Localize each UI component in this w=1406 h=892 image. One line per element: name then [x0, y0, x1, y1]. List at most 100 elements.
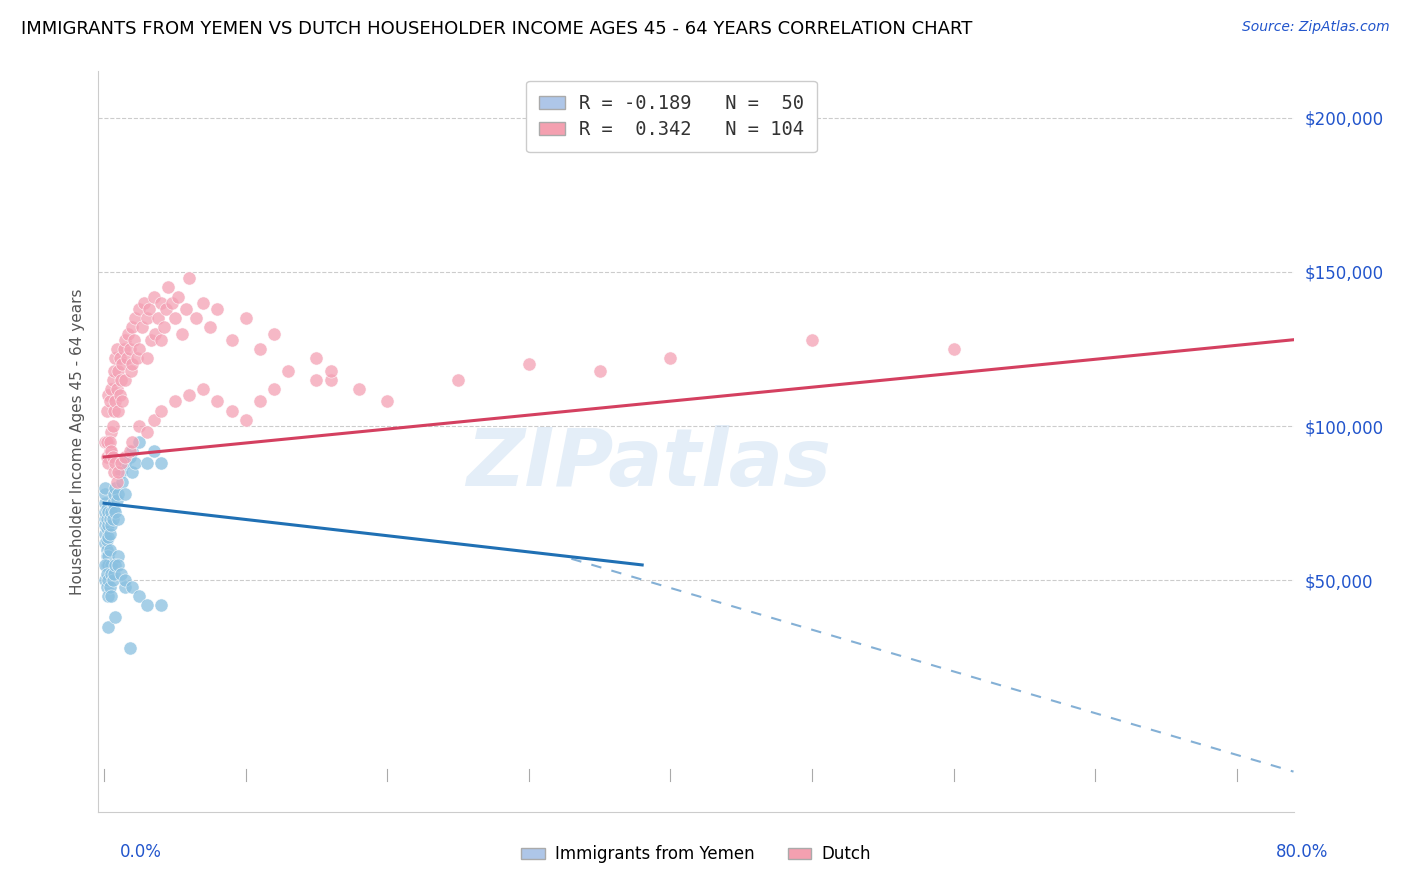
Point	[100, 382, 122, 396]
Point	[277, 363, 299, 377]
Point	[100, 443, 122, 458]
Point	[121, 580, 143, 594]
Point	[124, 456, 146, 470]
Point	[114, 487, 136, 501]
Point	[184, 311, 207, 326]
Point	[97, 549, 120, 563]
Text: Source: ZipAtlas.com: Source: ZipAtlas.com	[1241, 20, 1389, 34]
Point	[347, 382, 370, 396]
Text: 80.0%: 80.0%	[1277, 843, 1329, 861]
Point	[96, 450, 118, 464]
Point	[94, 558, 117, 572]
Point	[96, 403, 118, 417]
Point	[149, 333, 172, 347]
Point	[942, 342, 965, 356]
Point	[96, 567, 118, 582]
Point	[117, 326, 139, 341]
Point	[104, 610, 127, 624]
Point	[97, 589, 120, 603]
Point	[163, 394, 186, 409]
Text: ZIPatlas: ZIPatlas	[465, 425, 831, 503]
Point	[96, 549, 118, 563]
Point	[108, 388, 131, 402]
Point	[110, 373, 132, 387]
Point	[107, 511, 129, 525]
Point	[114, 456, 136, 470]
Point	[118, 342, 141, 356]
Point	[111, 358, 134, 372]
Point	[103, 502, 125, 516]
Point	[110, 456, 132, 470]
Point	[200, 320, 222, 334]
Point	[94, 506, 117, 520]
Point	[152, 320, 174, 334]
Point	[128, 342, 150, 356]
Point	[221, 333, 243, 347]
Point	[221, 403, 243, 417]
Point	[96, 511, 118, 525]
Point	[98, 580, 121, 594]
Point	[94, 527, 117, 541]
Point	[107, 363, 129, 377]
Point	[104, 558, 127, 572]
Point	[659, 351, 682, 366]
Point	[97, 619, 120, 633]
Point	[166, 289, 188, 303]
Point	[193, 295, 215, 310]
Point	[149, 295, 172, 310]
Point	[118, 641, 141, 656]
Point	[207, 301, 229, 316]
Point	[263, 326, 285, 341]
Y-axis label: Householder Income Ages 45 - 64 years: Householder Income Ages 45 - 64 years	[69, 288, 84, 595]
Point	[163, 311, 186, 326]
Point	[128, 589, 150, 603]
Point	[114, 333, 136, 347]
Point	[149, 456, 172, 470]
Point	[103, 363, 125, 377]
Point	[110, 567, 132, 582]
Point	[249, 342, 271, 356]
Point	[174, 301, 197, 316]
Point	[101, 419, 124, 434]
Point	[100, 425, 122, 440]
Point	[94, 517, 117, 532]
Text: IMMIGRANTS FROM YEMEN VS DUTCH HOUSEHOLDER INCOME AGES 45 - 64 YEARS CORRELATION: IMMIGRANTS FROM YEMEN VS DUTCH HOUSEHOLD…	[21, 20, 973, 37]
Point	[517, 358, 540, 372]
Point	[177, 388, 200, 402]
Point	[111, 475, 134, 489]
Point	[142, 413, 165, 427]
Point	[305, 373, 328, 387]
Point	[104, 394, 127, 409]
Point	[107, 403, 129, 417]
Point	[96, 533, 118, 548]
Point	[101, 511, 124, 525]
Point	[100, 589, 122, 603]
Point	[170, 326, 193, 341]
Point	[249, 394, 271, 409]
Point	[96, 521, 118, 535]
Point	[105, 493, 128, 508]
Point	[121, 434, 143, 449]
Point	[114, 450, 136, 464]
Point	[305, 351, 328, 366]
Point	[103, 403, 125, 417]
Point	[94, 511, 117, 525]
Point	[160, 295, 183, 310]
Point	[97, 506, 120, 520]
Point	[319, 363, 342, 377]
Point	[121, 320, 143, 334]
Point	[94, 574, 117, 588]
Point	[143, 326, 166, 341]
Point	[235, 311, 257, 326]
Point	[114, 574, 136, 588]
Point	[104, 351, 127, 366]
Point	[101, 574, 124, 588]
Point	[101, 496, 124, 510]
Point	[98, 542, 121, 557]
Point	[263, 382, 285, 396]
Point	[100, 506, 122, 520]
Point	[100, 558, 122, 572]
Point	[125, 351, 148, 366]
Point	[96, 580, 118, 594]
Point	[128, 301, 150, 316]
